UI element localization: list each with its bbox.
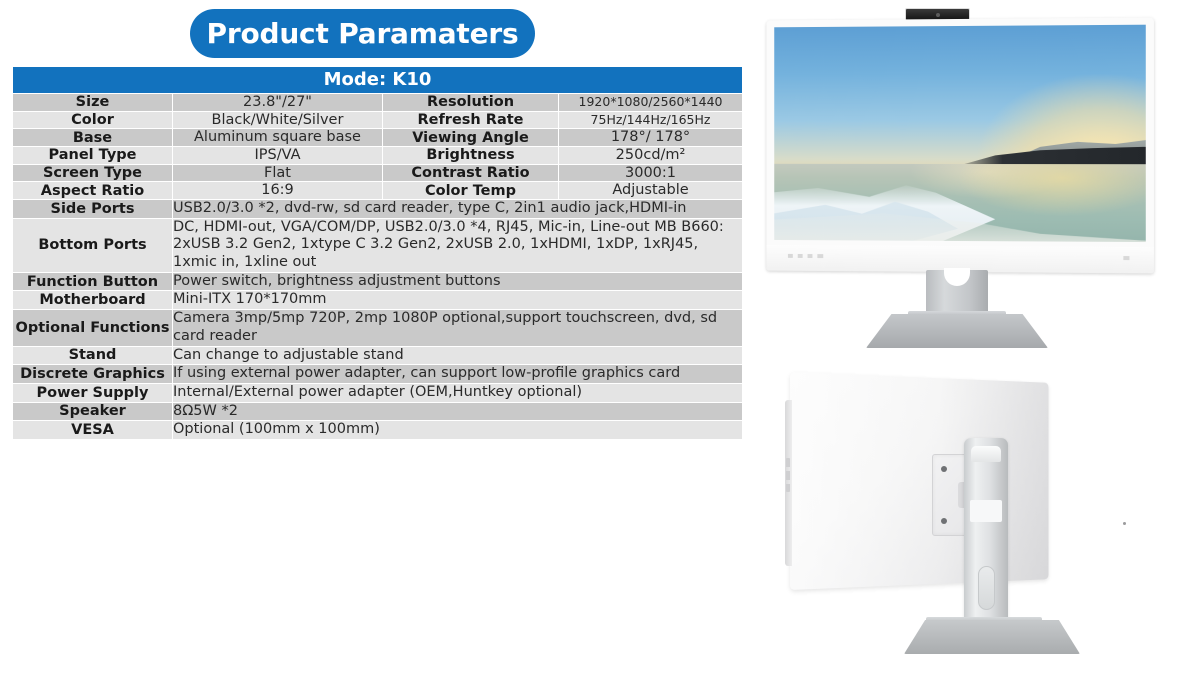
spec-label: Aspect Ratio — [12, 181, 173, 201]
spec-value: 8Ω5W *2 — [171, 401, 744, 422]
monitor-front-bezel — [766, 17, 1154, 274]
spec-value: Aluminum square base — [172, 128, 383, 148]
power-button-icon — [1123, 256, 1130, 261]
cable-routing-slot-icon — [977, 566, 995, 610]
spec-label: Speaker — [12, 401, 173, 422]
spec-label: Screen Type — [12, 163, 173, 183]
spec-value: 1920*1080/2560*1440 — [557, 93, 744, 112]
monitor-rear-base — [904, 620, 1080, 654]
table-row: Panel Type IPS/VA Brightness 250cd/m² — [12, 146, 744, 165]
product-spec-table: Mode: K10 Size 23.8"/27" Resolution 1920*108… — [11, 66, 744, 440]
spec-label: Base — [12, 128, 173, 148]
table-row: Power Supply Internal/External power adap… — [12, 382, 744, 403]
monitor-front-base — [866, 314, 1048, 348]
model-header: Mode: K10 — [11, 66, 744, 94]
spec-value: Camera 3mp/5mp 720P, 2mp 1080P optional,… — [171, 309, 744, 347]
spec-label: Stand — [12, 345, 173, 366]
table-row: Motherboard Mini-ITX 170*170mm — [12, 290, 744, 311]
spec-value: Black/White/Silver — [172, 110, 383, 130]
stand-arm-clip — [971, 446, 1001, 462]
webcam-lens-icon — [935, 13, 940, 17]
spec-value: DC, HDMI-out, VGA/COM/DP, USB2.0/3.0 *4,… — [171, 217, 744, 273]
spec-label: Brightness — [382, 146, 559, 165]
spec-label: Color Temp — [382, 181, 559, 201]
spec-label: Motherboard — [12, 290, 173, 311]
stand-arm-label — [970, 500, 1002, 522]
spec-label: Function Button — [12, 271, 173, 292]
monitor-front-view — [758, 8, 1158, 348]
page-title-banner: Product Paramaters — [190, 9, 535, 58]
cable-routing-hole-icon — [944, 268, 970, 286]
table-row: Mode: K10 — [11, 66, 744, 94]
spec-value: 3000:1 — [557, 163, 744, 183]
spec-value: If using external power adapter, can sup… — [171, 364, 744, 384]
spec-label: Viewing Angle — [382, 128, 559, 148]
spec-value: 250cd/m² — [557, 146, 744, 165]
control-buttons-icon — [787, 253, 824, 259]
spec-value: Can change to adjustable stand — [171, 345, 744, 366]
product-photos — [742, 0, 1180, 687]
monitor-front-stand-neck — [926, 268, 988, 318]
spec-label: Power Supply — [12, 382, 173, 403]
monitor-rear-panel — [790, 372, 1049, 590]
spec-value: Optional (100mm x 100mm) — [171, 420, 744, 440]
spec-value: 178°/ 178° — [557, 128, 744, 148]
spec-table-body: Mode: K10 Size 23.8"/27" Resolution 1920*108… — [11, 66, 744, 440]
monitor-screen-wallpaper — [774, 24, 1146, 243]
table-row: Speaker 8Ω5W *2 — [12, 401, 744, 422]
page-title: Product Paramaters — [206, 17, 519, 50]
spec-value: 23.8"/27" — [172, 93, 383, 112]
spec-value: Flat — [172, 163, 383, 183]
side-ports-icon — [786, 458, 790, 492]
spec-label: Panel Type — [12, 146, 173, 165]
spec-label: Side Ports — [12, 199, 173, 219]
table-row: Stand Can change to adjustable stand — [12, 345, 744, 366]
spec-value: Adjustable — [557, 181, 744, 201]
table-row: Base Aluminum square base Viewing Angle 178… — [12, 128, 744, 148]
spec-label: Optional Functions — [12, 309, 173, 347]
spec-value: Power switch, brightness adjustment butt… — [171, 271, 744, 292]
spec-label: VESA — [12, 420, 173, 440]
table-row: Side Ports USB2.0/3.0 *2, dvd-rw, sd card… — [12, 199, 744, 219]
spec-label: Resolution — [382, 93, 559, 112]
table-row: Optional Functions Camera 3mp/5mp 720P, 2… — [12, 309, 744, 347]
rear-panel-shading — [790, 372, 1049, 590]
table-row: VESA Optional (100mm x 100mm) — [12, 420, 744, 440]
monitor-rear-view — [780, 372, 1160, 672]
spec-value: Internal/External power adapter (OEM,Hun… — [171, 382, 744, 403]
table-row: Bottom Ports DC, HDMI-out, VGA/COM/DP, US… — [12, 217, 744, 273]
status-led-icon — [1123, 522, 1126, 525]
spec-label: Discrete Graphics — [12, 364, 173, 384]
table-row: Screen Type Flat Contrast Ratio 3000:1 — [12, 163, 744, 183]
spec-value: 16:9 — [172, 181, 383, 201]
table-row: Color Black/White/Silver Refresh Rate 75Hz/… — [12, 110, 744, 130]
spec-value: Mini-ITX 170*170mm — [171, 290, 744, 311]
monitor-rear-stand-arm — [964, 438, 1008, 630]
table-row: Aspect Ratio 16:9 Color Temp Adjustable — [12, 181, 744, 201]
spec-value: USB2.0/3.0 *2, dvd-rw, sd card reader, t… — [171, 199, 744, 219]
spec-value: IPS/VA — [172, 146, 383, 165]
spec-label: Color — [12, 110, 173, 130]
vesa-screw-icon — [941, 518, 947, 524]
spec-label: Bottom Ports — [12, 217, 173, 273]
table-row: Function Button Power switch, brightness … — [12, 271, 744, 292]
table-row: Discrete Graphics If using external power… — [12, 364, 744, 384]
spec-label: Refresh Rate — [382, 110, 559, 130]
vesa-screw-icon — [941, 466, 947, 472]
spec-label: Size — [12, 93, 173, 112]
spec-label: Contrast Ratio — [382, 163, 559, 183]
table-row: Size 23.8"/27" Resolution 1920*1080/2560*14… — [12, 93, 744, 112]
spec-value: 75Hz/144Hz/165Hz — [557, 110, 744, 130]
